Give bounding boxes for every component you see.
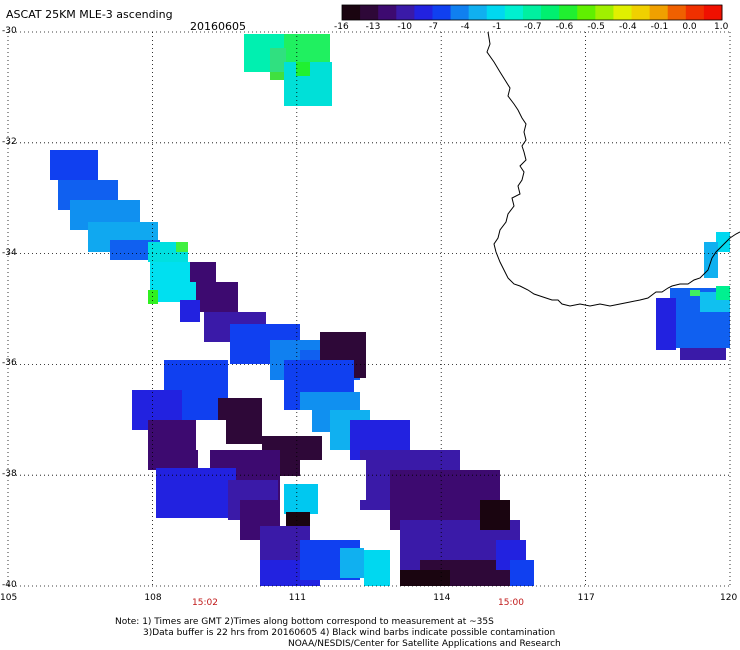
data-cell — [364, 550, 390, 586]
data-cell — [176, 242, 188, 252]
data-cell — [50, 150, 98, 180]
data-swaths — [50, 34, 730, 586]
footer-note-line1: Note: 1) Times are GMT 2)Times along bot… — [115, 617, 494, 627]
no-data-cell — [318, 478, 348, 518]
data-cell — [284, 34, 330, 62]
data-cell — [716, 232, 730, 252]
colorbar-swatch — [504, 5, 524, 20]
footer-note-line3: NOAA/NESDIS/Center for Satellite Applica… — [288, 639, 561, 649]
latitude-label: -36 — [2, 358, 17, 369]
colorbar-swatch — [559, 5, 578, 20]
chart-date: 20160605 — [190, 20, 246, 33]
colorbar-swatch — [631, 5, 651, 20]
colorbar-swatch — [522, 5, 542, 20]
colorbar-swatch — [703, 5, 723, 20]
data-cell — [270, 48, 286, 74]
no-data-cell — [352, 460, 366, 500]
data-cell — [180, 300, 200, 322]
colorbar-tick-label: -10 — [397, 22, 413, 32]
footer-note-line2: 3)Data buffer is 22 hrs from 20160605 4)… — [143, 628, 556, 638]
longitude-label: 117 — [577, 593, 595, 603]
data-cell — [286, 512, 310, 528]
colorbar-tick-label: -0.6 — [555, 22, 574, 32]
colorbar-tick-label: -7 — [429, 22, 438, 32]
australia-coastline — [486, 31, 740, 307]
colorbar-swatch — [541, 5, 560, 20]
colorbar-tick-label: -1 — [492, 22, 502, 32]
data-cell — [400, 570, 450, 586]
latitude-label: -30 — [2, 26, 17, 36]
colorbar-tick-label: -13 — [365, 22, 381, 32]
colorbar-tick-label: -4 — [460, 22, 470, 32]
longitude-label: 108 — [144, 593, 162, 603]
no-data-cell — [196, 420, 226, 450]
colorbar-tick-label: -16 — [334, 22, 349, 32]
data-cell — [148, 290, 158, 304]
colorbar-swatch — [486, 5, 506, 20]
data-cell — [110, 240, 160, 260]
data-cell — [296, 62, 310, 76]
latitude-label: -40 — [2, 580, 17, 590]
data-cell — [284, 484, 324, 514]
colorbar-swatch — [360, 5, 379, 20]
coastline — [486, 31, 740, 307]
time-label-right: 15:00 — [498, 598, 524, 608]
colorbar-swatch — [468, 5, 488, 20]
data-cell — [656, 298, 676, 350]
data-cell — [680, 348, 726, 360]
data-cell — [480, 500, 510, 530]
colorbar-swatch — [667, 5, 687, 20]
colorbar-tick-label: 0.0 — [682, 22, 697, 32]
data-cell — [270, 72, 284, 80]
longitude-label: 120 — [720, 593, 738, 603]
data-cell — [156, 468, 236, 518]
colorbar-swatch — [450, 5, 470, 20]
chart-title: ASCAT 25KM MLE-3 ascending — [6, 8, 173, 21]
graticule — [7, 31, 731, 587]
latitude-label: -38 — [2, 469, 17, 480]
colorbar — [341, 4, 723, 21]
latitude-label: -32 — [2, 136, 17, 147]
colorbar-swatch — [577, 5, 596, 20]
no-data-cell — [262, 410, 312, 436]
latitude-label: -34 — [2, 247, 17, 258]
colorbar-swatch — [595, 5, 614, 20]
colorbar-frame — [341, 4, 723, 21]
data-cell — [510, 560, 534, 586]
data-cell — [716, 286, 730, 300]
colorbar-tick-label: 1.0 — [714, 22, 729, 32]
data-cell — [148, 420, 198, 470]
colorbar-swatch — [685, 5, 705, 20]
colorbar-swatch — [613, 5, 633, 20]
longitude-label: 114 — [433, 593, 451, 603]
colorbar-tick-label: -0.5 — [587, 22, 605, 32]
colorbar-swatch — [378, 5, 397, 20]
colorbar-tick-label: -0.1 — [650, 22, 669, 32]
data-cell — [340, 548, 364, 578]
colorbar-swatch — [649, 5, 669, 20]
colorbar-swatch — [342, 5, 361, 20]
colorbar-swatch — [414, 5, 433, 20]
data-cell — [190, 262, 216, 282]
colorbar-swatch — [432, 5, 452, 20]
no-data-cell — [310, 520, 340, 540]
longitude-label: 105 — [0, 593, 18, 603]
longitude-label: 111 — [288, 593, 306, 603]
colorbar-tick-label: -0.7 — [524, 22, 542, 32]
no-data-cell — [230, 370, 266, 396]
data-cell — [196, 282, 238, 312]
colorbar-tick-label: -0.4 — [619, 22, 637, 32]
time-label-left: 15:02 — [192, 598, 218, 608]
data-cell — [690, 290, 700, 296]
colorbar-swatch — [396, 5, 415, 20]
